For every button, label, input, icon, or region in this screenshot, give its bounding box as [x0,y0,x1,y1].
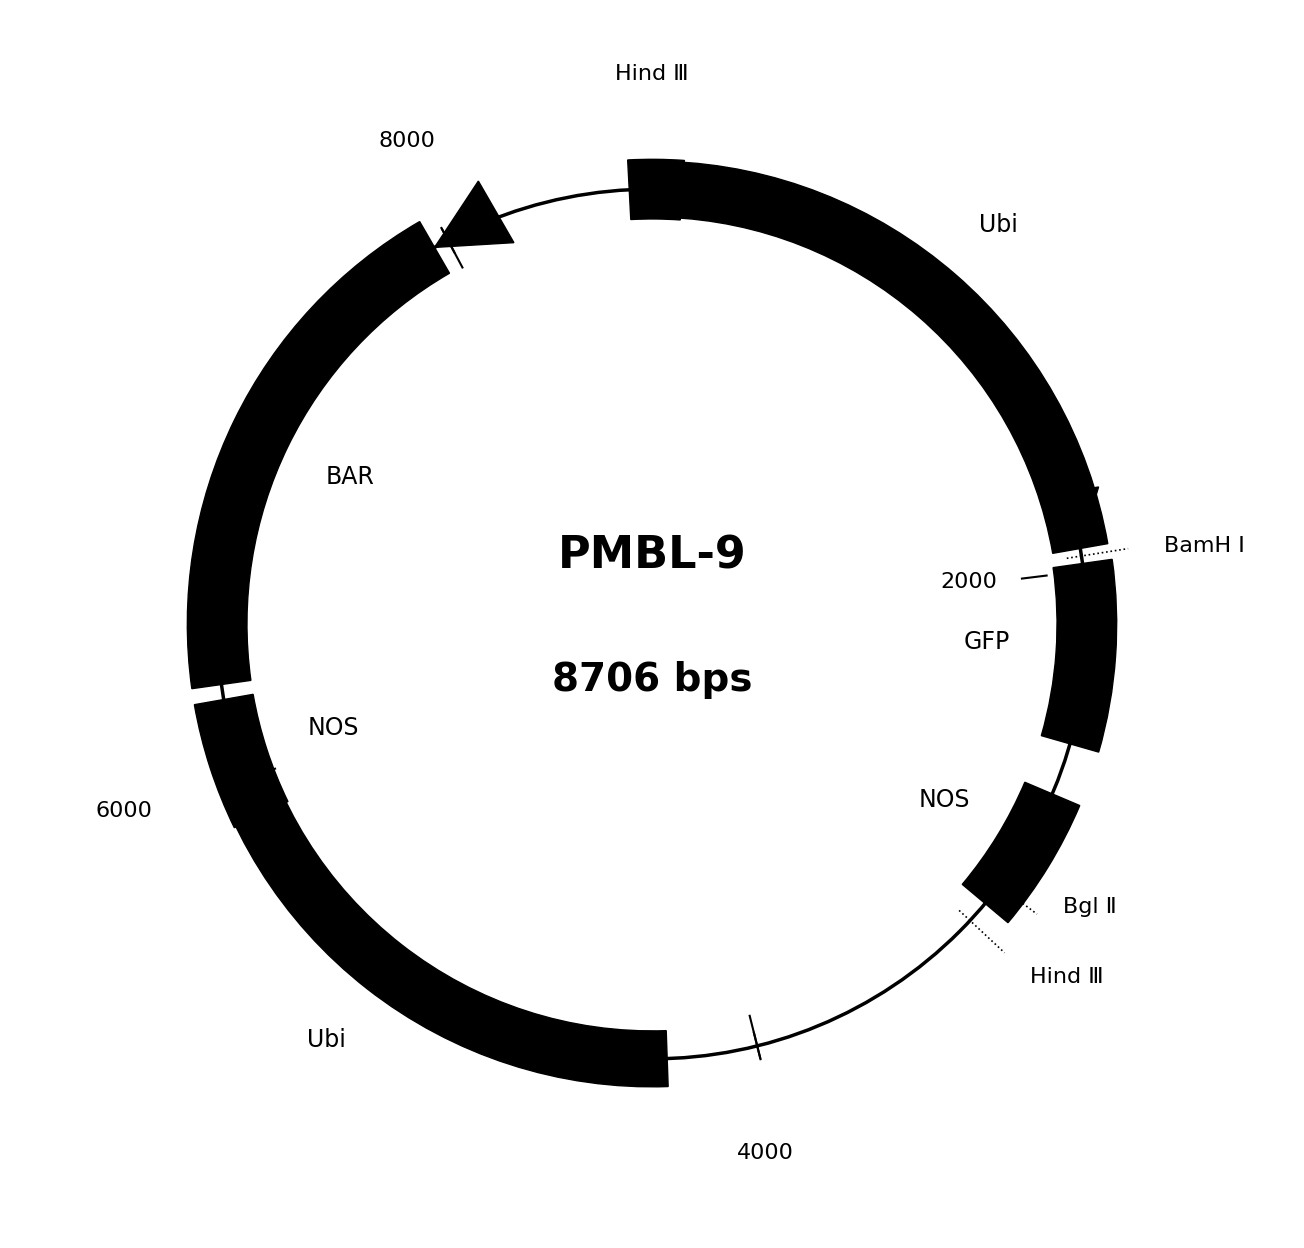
Text: Ubi: Ubi [308,1028,347,1052]
Wedge shape [962,782,1080,922]
Text: Hind Ⅲ: Hind Ⅲ [615,64,689,84]
Text: 8706 bps: 8706 bps [552,661,752,699]
Wedge shape [666,161,1108,553]
Text: 8000: 8000 [378,131,436,151]
Wedge shape [200,709,668,1087]
Wedge shape [194,694,288,827]
Wedge shape [188,222,450,689]
Text: 6000: 6000 [95,801,153,821]
Text: BamH I: BamH I [1164,535,1245,555]
Text: Bgl Ⅱ: Bgl Ⅱ [1063,897,1116,917]
Text: 2000: 2000 [940,572,998,592]
Text: Ubi: Ubi [979,213,1018,237]
Text: NOS: NOS [308,715,359,740]
Text: Hind Ⅲ: Hind Ⅲ [1030,967,1103,987]
Text: NOS: NOS [919,787,970,812]
Wedge shape [627,160,685,220]
Wedge shape [1042,559,1116,753]
Text: 4000: 4000 [737,1143,794,1163]
Text: BAR: BAR [326,466,376,489]
Polygon shape [434,181,514,247]
Polygon shape [1042,487,1098,548]
Text: GFP: GFP [964,629,1011,654]
Text: PMBL-9: PMBL-9 [558,534,746,577]
